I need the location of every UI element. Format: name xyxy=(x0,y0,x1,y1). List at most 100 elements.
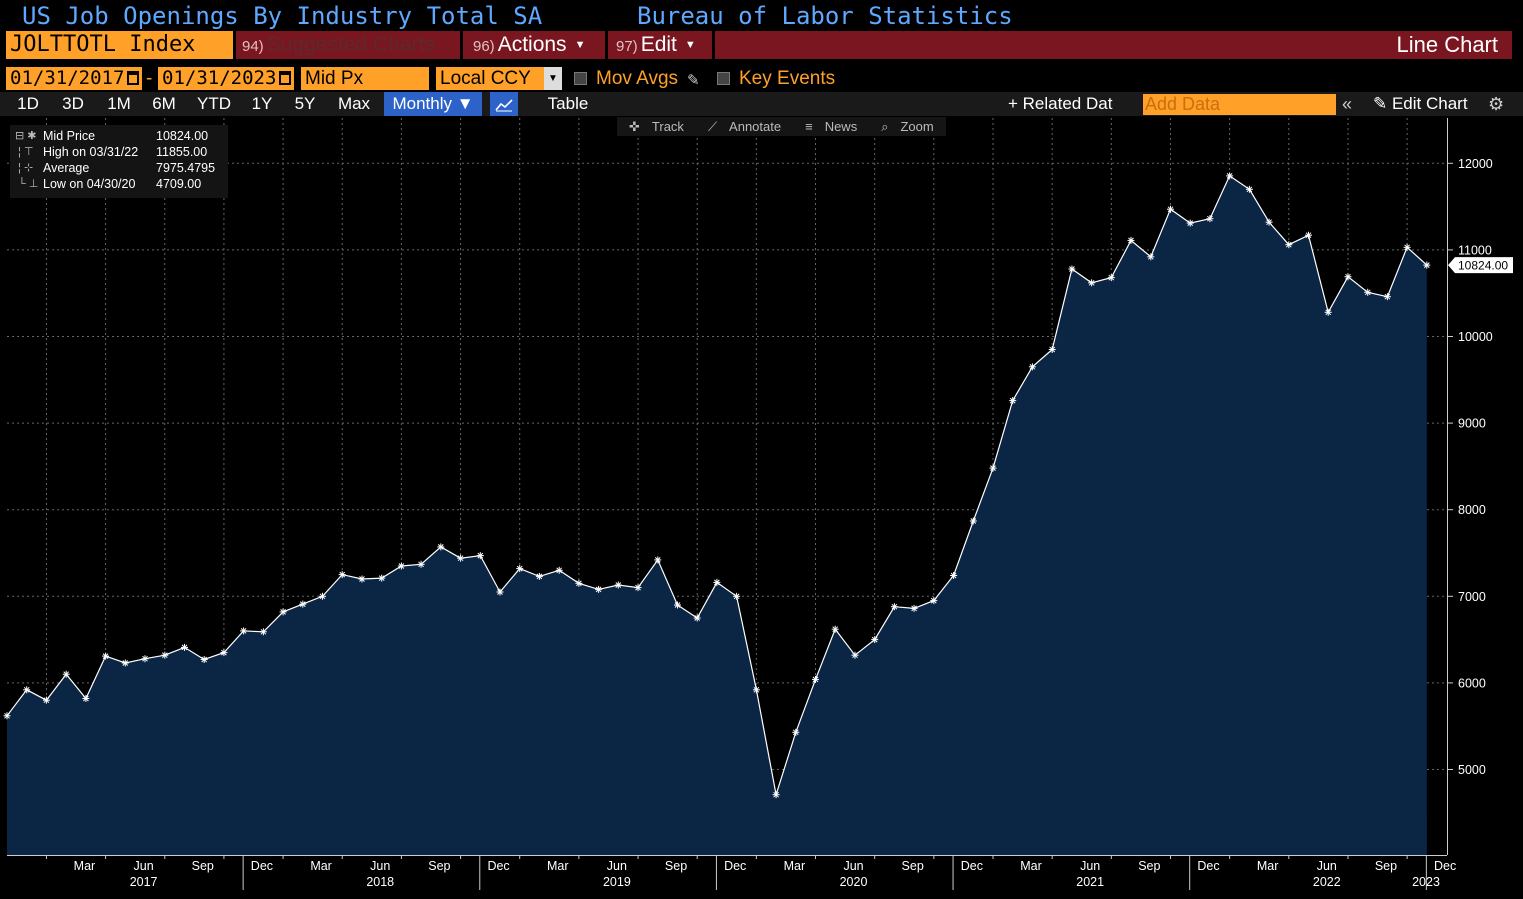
data-point xyxy=(654,556,662,564)
track-tool[interactable]: ✜ Track xyxy=(617,117,696,136)
related-data-button[interactable]: + Related Dat xyxy=(1008,92,1112,116)
legend-value: 7975.4795 xyxy=(156,161,216,175)
point-stroke xyxy=(871,636,878,643)
point-stroke xyxy=(43,697,50,704)
chevron-down-icon[interactable]: ▼ xyxy=(544,67,562,90)
data-point xyxy=(200,656,208,663)
point-stroke xyxy=(359,576,365,582)
data-point xyxy=(102,652,110,660)
range-5y-button[interactable]: 5Y xyxy=(294,94,316,113)
x-tick-label: Jun xyxy=(607,859,627,873)
point-stroke xyxy=(1384,293,1391,300)
collapse-icon[interactable]: « xyxy=(1342,94,1353,114)
point-stroke xyxy=(950,572,957,579)
range-max-button[interactable]: Max xyxy=(337,94,371,113)
range-1m-button[interactable]: 1M xyxy=(107,94,131,113)
annotate-tool[interactable]: ⟋ Annotate xyxy=(696,117,793,136)
point-stroke xyxy=(911,605,917,612)
point-stroke xyxy=(1088,279,1095,286)
point-stroke xyxy=(536,573,543,580)
chart-title: US Job Openings By Industry Total SA xyxy=(22,2,543,30)
last-value-label: 10824.00 xyxy=(1458,259,1508,273)
low-marker-icon: └ ⊥ xyxy=(15,178,39,190)
legend-label: High on 03/31/22 xyxy=(43,145,139,159)
edit-chart-button[interactable]: ✎ Edit Chart xyxy=(1373,92,1468,116)
data-point xyxy=(1403,243,1411,251)
suggested-charts-button[interactable]: 94) Suggested Charts xyxy=(236,31,460,59)
asterisk-icon: ⊟ ✱ xyxy=(15,130,37,142)
table-view-button[interactable]: Table xyxy=(547,94,589,113)
point-stroke xyxy=(1187,220,1194,226)
gear-icon[interactable]: ⚙ xyxy=(1488,94,1505,114)
actions-menu-button[interactable]: 96) Actions ▼ xyxy=(463,31,605,59)
price-field-select[interactable]: Mid Px xyxy=(301,67,429,90)
chevron-down-icon: ▼ xyxy=(574,39,586,52)
data-point xyxy=(42,696,50,704)
calendar-icon[interactable] xyxy=(279,71,291,85)
point-stroke xyxy=(201,656,208,663)
news-tool[interactable]: ≡ News xyxy=(793,117,869,136)
magnifier-icon: ⌕ xyxy=(881,119,889,134)
legend-row-average: ¦ ⊹ Average 7975.4795 xyxy=(10,160,228,176)
data-point xyxy=(358,575,366,583)
y-axis: 5000 6000 7000 8000 9000 10000 11000 12000 xyxy=(1447,118,1493,855)
edit-number: 97) xyxy=(616,38,638,55)
data-point xyxy=(1383,293,1391,301)
crosshair-icon: ✜ xyxy=(629,119,640,134)
mov-avgs-checkbox[interactable] xyxy=(574,72,587,85)
related-data-label: Related Dat xyxy=(1022,94,1113,113)
last-value-marker: 10824.00 xyxy=(1448,257,1513,274)
range-3d-button[interactable]: 3D xyxy=(62,94,84,113)
data-point xyxy=(575,579,583,587)
data-point xyxy=(1245,185,1253,193)
line-chart-icon[interactable] xyxy=(490,92,518,116)
data-point xyxy=(1088,279,1096,287)
zoom-tool[interactable]: ⌕ Zoom xyxy=(869,117,946,136)
security-ticker-field[interactable]: JOLTTOTL Index xyxy=(6,31,233,59)
x-tick-label: Mar xyxy=(547,859,569,873)
y-tick-label: 9000 xyxy=(1458,417,1486,431)
point-stroke xyxy=(970,518,977,524)
data-point xyxy=(831,625,839,633)
mov-avgs-label[interactable]: Mov Avgs xyxy=(596,68,679,89)
range-ytd-button[interactable]: YTD xyxy=(197,94,231,113)
range-6m-button[interactable]: 6M xyxy=(152,94,176,113)
data-point xyxy=(1048,346,1056,353)
x-tick-label: Dec xyxy=(1434,859,1456,873)
key-events-checkbox[interactable] xyxy=(717,72,730,85)
frequency-select[interactable]: Monthly ▼ xyxy=(384,92,482,116)
data-point xyxy=(121,659,129,667)
currency-select[interactable]: Local CCY ▼ xyxy=(436,67,562,90)
point-stroke xyxy=(339,571,346,578)
point-stroke xyxy=(733,593,740,600)
data-point xyxy=(989,464,997,472)
x-tick-label: Sep xyxy=(1375,859,1397,873)
pencil-icon[interactable]: ✎ xyxy=(687,72,700,89)
x-tick-label: Dec xyxy=(1197,859,1219,873)
start-date-field[interactable]: 01/31/2017 xyxy=(6,67,142,90)
data-point xyxy=(1285,241,1293,249)
calendar-icon[interactable] xyxy=(127,71,139,85)
x-tick-label: Jun xyxy=(370,859,390,873)
data-point xyxy=(1028,363,1036,371)
point-stroke xyxy=(753,686,760,693)
data-point xyxy=(1167,205,1174,213)
edit-menu-button[interactable]: 97) Edit ▼ xyxy=(608,31,712,59)
range-1d-button[interactable]: 1D xyxy=(17,94,39,113)
add-data-input[interactable]: Add Data xyxy=(1143,94,1336,115)
key-events-label[interactable]: Key Events xyxy=(739,68,836,89)
x-tick-label: Sep xyxy=(902,859,924,873)
chart-tools-bar: ✜ Track ⟋ Annotate ≡ News ⌕ Zoom xyxy=(617,117,946,136)
data-point xyxy=(82,695,90,702)
data-point xyxy=(871,636,879,644)
data-point xyxy=(437,543,445,551)
zoom-label: Zoom xyxy=(900,119,934,134)
point-stroke xyxy=(990,465,996,471)
data-point xyxy=(516,565,524,573)
end-date-field[interactable]: 01/31/2023 xyxy=(158,67,294,90)
range-1y-button[interactable]: 1Y xyxy=(251,94,273,113)
point-stroke xyxy=(1009,397,1016,404)
data-point xyxy=(476,552,484,560)
legend-label: Mid Price xyxy=(43,129,96,143)
